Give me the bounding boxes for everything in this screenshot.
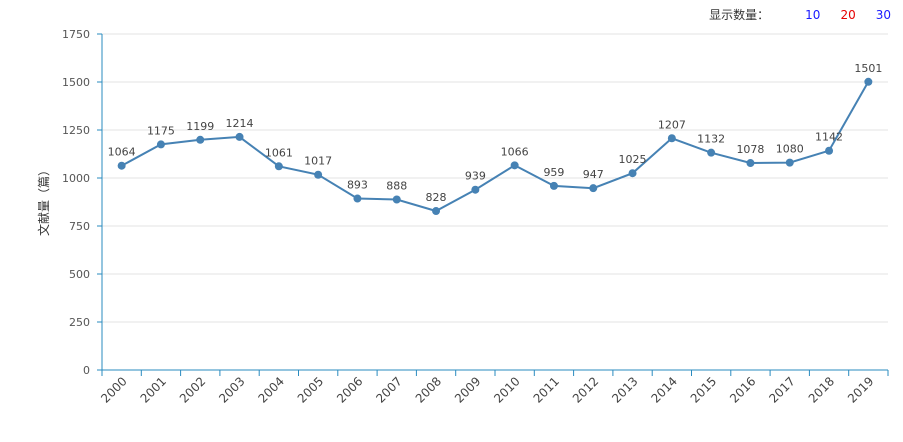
data-label: 1175 — [147, 124, 175, 137]
data-point — [628, 169, 637, 178]
display-count-control: 显示数量： 10 20 30 — [709, 6, 891, 23]
display-count-label: 显示数量： — [709, 8, 770, 22]
data-label: 1061 — [265, 146, 293, 159]
x-tick-label: 2010 — [491, 374, 522, 405]
data-label: 828 — [426, 191, 447, 204]
data-label: 1017 — [304, 155, 332, 168]
data-label: 959 — [543, 166, 564, 179]
data-point — [549, 181, 558, 190]
data-point — [156, 140, 165, 149]
data-point — [432, 207, 441, 216]
data-label: 1501 — [854, 62, 882, 75]
y-tick-label: 0 — [83, 364, 90, 377]
data-label: 888 — [386, 180, 407, 193]
data-label: 1142 — [815, 131, 843, 144]
data-label: 893 — [347, 179, 368, 192]
x-tick-label: 2002 — [177, 374, 208, 405]
data-label: 1025 — [619, 153, 647, 166]
data-label: 1066 — [501, 145, 529, 158]
data-point — [314, 170, 323, 179]
x-tick-label: 2008 — [413, 374, 444, 405]
data-point — [825, 146, 834, 155]
x-tick-label: 2015 — [688, 374, 719, 405]
display-count-option-30[interactable]: 30 — [875, 7, 891, 22]
x-tick-label: 2014 — [648, 374, 679, 405]
x-tick-label: 2009 — [452, 374, 483, 405]
y-tick-label: 1750 — [62, 28, 90, 41]
y-axis-title: 文献量（篇） — [36, 164, 51, 236]
data-point — [707, 148, 716, 157]
x-tick-label: 2016 — [727, 374, 758, 405]
x-tick-label: 2004 — [255, 374, 286, 405]
x-tick-label: 2001 — [138, 374, 169, 405]
data-label: 1132 — [697, 133, 725, 146]
data-point — [667, 134, 676, 143]
data-point — [471, 185, 480, 194]
x-tick-label: 2005 — [295, 374, 326, 405]
data-point — [117, 161, 126, 170]
data-point — [235, 132, 244, 141]
x-tick-label: 2003 — [216, 374, 247, 405]
y-tick-label: 1250 — [62, 124, 90, 137]
x-tick-label: 2013 — [609, 374, 640, 405]
data-label: 939 — [465, 170, 486, 183]
data-point — [392, 195, 401, 204]
axis-ticks: 0 250 500 750 1000 1250 1500 1750 2000 2001 2002 20… — [62, 28, 889, 406]
y-tick-label: 250 — [69, 316, 90, 329]
x-tick-label: 2012 — [570, 374, 601, 405]
data-label: 947 — [583, 168, 604, 181]
data-point — [746, 159, 755, 168]
data-label: 1199 — [186, 120, 214, 133]
data-point — [589, 184, 598, 193]
data-points — [117, 77, 873, 216]
data-point — [510, 161, 519, 170]
data-label: 1080 — [776, 143, 804, 156]
x-tick-label: 2011 — [531, 374, 562, 405]
y-tick-label: 1500 — [62, 76, 90, 89]
data-point — [864, 77, 873, 86]
data-label: 1064 — [108, 146, 136, 159]
x-tick-label: 2017 — [766, 374, 797, 405]
y-tick-label: 750 — [69, 220, 90, 233]
display-count-option-20[interactable]: 20 — [840, 7, 856, 22]
chart-axes — [101, 34, 888, 371]
data-label: 1078 — [736, 143, 764, 156]
data-point — [196, 135, 205, 144]
display-count-option-10[interactable]: 10 — [805, 7, 821, 22]
y-tick-label: 500 — [69, 268, 90, 281]
y-tick-label: 1000 — [62, 172, 90, 185]
data-point — [274, 162, 283, 171]
data-label: 1207 — [658, 118, 686, 131]
series-line-path — [121, 81, 870, 213]
data-label: 1214 — [226, 117, 254, 130]
x-tick-label: 2007 — [373, 374, 404, 405]
series-line — [121, 81, 870, 213]
x-tick-label: 2006 — [334, 374, 365, 405]
x-tick-label: 2000 — [98, 374, 129, 405]
data-point — [353, 194, 362, 203]
data-labels: 1064 1175 1199 1214 1061 1017 893 888 828 939 1066… — [108, 62, 883, 204]
x-tick-label: 2018 — [806, 374, 837, 405]
data-point — [785, 158, 794, 167]
x-tick-label: 2019 — [845, 374, 876, 405]
